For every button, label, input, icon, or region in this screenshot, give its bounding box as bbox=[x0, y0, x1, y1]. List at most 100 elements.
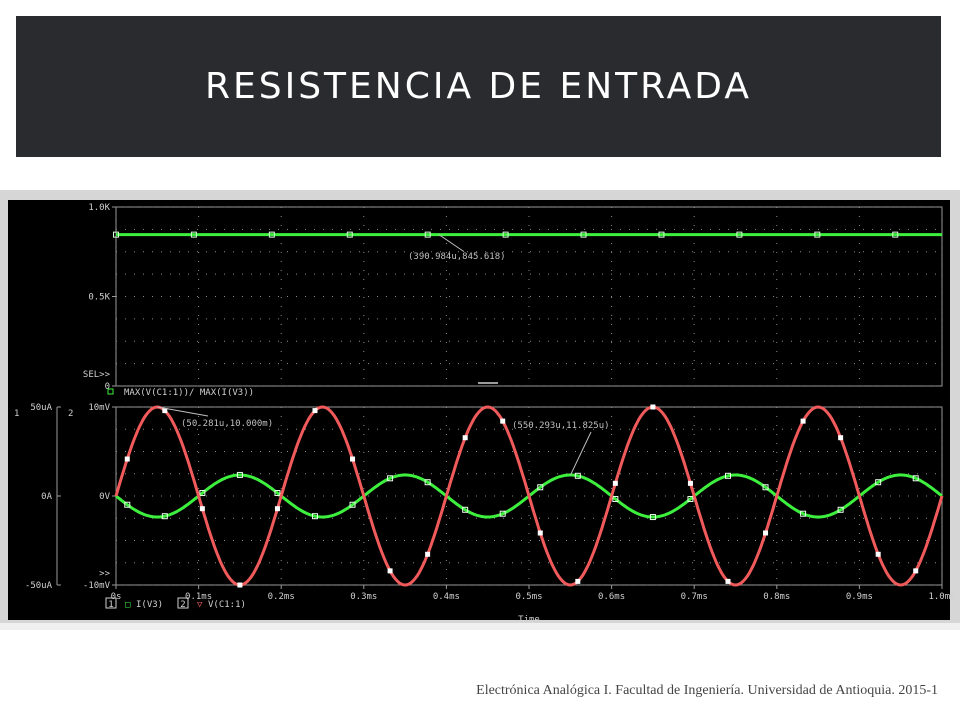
series-marker-current bbox=[687, 495, 694, 502]
x-tick-label: 0.7ms bbox=[681, 592, 708, 602]
series-marker-current bbox=[124, 501, 131, 508]
series-marker-current bbox=[424, 479, 431, 486]
series-marker-voltage bbox=[687, 480, 693, 486]
series-marker-current bbox=[199, 490, 206, 497]
series-marker-voltage bbox=[199, 506, 205, 512]
y1-tick-label: -50uA bbox=[25, 581, 53, 591]
series-marker-voltage bbox=[913, 568, 919, 574]
y2-tick-label: 10mV bbox=[88, 403, 110, 413]
series-marker-current bbox=[649, 514, 656, 521]
x-tick-label: 0.4ms bbox=[433, 592, 460, 602]
series-marker-current bbox=[724, 472, 731, 479]
window-status-strip bbox=[0, 623, 960, 630]
y1-tick-label: 50uA bbox=[30, 403, 52, 413]
series-marker-current bbox=[574, 472, 581, 479]
series-marker-voltage bbox=[875, 551, 881, 557]
series-marker-current bbox=[311, 513, 318, 520]
series-marker-current bbox=[387, 475, 394, 482]
series-marker-current bbox=[912, 475, 919, 482]
series-marker-voltage bbox=[612, 480, 618, 486]
y1-axis-id: 1 bbox=[14, 409, 19, 419]
x-tick-label: 0.6ms bbox=[598, 592, 625, 602]
series-marker-voltage bbox=[162, 408, 168, 414]
x-tick-label: 0s bbox=[111, 592, 122, 602]
series-marker-voltage bbox=[124, 456, 130, 462]
legend-marker-resistance bbox=[107, 388, 114, 395]
x-tick-label: 0.5ms bbox=[515, 592, 542, 602]
slide-footer: Electrónica Analógica I. Facultad de Ing… bbox=[476, 683, 938, 698]
annotation-leader bbox=[157, 406, 209, 417]
series-marker-voltage bbox=[575, 578, 581, 584]
probe-plot-window: 1.0K 0.5K 0 SEL>> (390.984u,845.618) MAX(V(C1… bbox=[0, 190, 960, 630]
y2-tick-label: -10mV bbox=[83, 581, 111, 591]
series-marker-current bbox=[800, 510, 807, 517]
series-marker-current bbox=[875, 479, 882, 486]
series-marker-current bbox=[837, 506, 844, 513]
legend-symbol: ▽ bbox=[197, 600, 203, 610]
series-marker-current bbox=[349, 501, 356, 508]
x-tick-label: 0.3ms bbox=[350, 592, 377, 602]
series-marker-voltage bbox=[800, 418, 806, 424]
series-marker-current bbox=[462, 506, 469, 513]
series-marker-voltage bbox=[725, 578, 731, 584]
series-marker-current bbox=[236, 471, 243, 478]
series-marker-voltage bbox=[312, 408, 318, 414]
series-marker-voltage bbox=[462, 435, 468, 441]
series-marker-voltage bbox=[237, 582, 243, 588]
series-marker-voltage bbox=[763, 530, 769, 536]
top-panel: 1.0K 0.5K 0 SEL>> (390.984u,845.618) MAX(V(C1… bbox=[83, 203, 943, 398]
series-marker-current bbox=[612, 495, 619, 502]
series-marker bbox=[346, 231, 353, 238]
annotation-label-resistance: (390.984u,845.618) bbox=[408, 252, 506, 262]
x-tick-label: 0.8ms bbox=[763, 592, 790, 602]
annotation-leader bbox=[438, 234, 465, 253]
series-marker bbox=[190, 231, 197, 238]
y2-axis-id: 2 bbox=[68, 409, 73, 419]
legend-label: I(V3) bbox=[136, 600, 163, 610]
annotation-label-current-peak: (550.293u,11.825u) bbox=[512, 421, 610, 431]
series-marker-voltage bbox=[387, 568, 393, 574]
series-marker bbox=[502, 231, 509, 238]
probe-plot: 1.0K 0.5K 0 SEL>> (390.984u,845.618) MAX(V(C1… bbox=[0, 200, 960, 630]
x-axis-label: Time bbox=[518, 615, 540, 625]
y-tick-label: 0.5K bbox=[88, 293, 110, 303]
annotation-leader bbox=[570, 431, 592, 476]
legend-label-resistance: MAX(V(C1:1))/ MAX(I(V3)) bbox=[124, 388, 254, 398]
series-marker-voltage bbox=[537, 530, 543, 536]
y1-tick-label: 0A bbox=[41, 492, 52, 502]
series-marker bbox=[658, 231, 665, 238]
series-marker-voltage bbox=[500, 418, 506, 424]
series-marker bbox=[113, 231, 119, 238]
series-marker-current bbox=[762, 484, 769, 491]
series-marker-voltage bbox=[274, 506, 280, 512]
scroll-label: >> bbox=[99, 569, 110, 579]
slide-title-bar: RESISTENCIA DE ENTRADA bbox=[16, 16, 941, 157]
legend-axis-box-label: 1 bbox=[108, 600, 113, 610]
series-marker bbox=[814, 231, 821, 238]
series-marker-current bbox=[537, 484, 544, 491]
legend-axis-box bbox=[105, 597, 117, 609]
y-tick-label: 0 bbox=[105, 382, 110, 392]
series-marker-voltage bbox=[425, 551, 431, 557]
series-marker bbox=[580, 231, 587, 238]
series-marker bbox=[268, 231, 275, 238]
sel-label: SEL>> bbox=[83, 370, 111, 380]
y2-tick-label: 0V bbox=[99, 492, 110, 502]
series-marker-voltage bbox=[350, 456, 356, 462]
x-tick-label: 1.0ms bbox=[928, 592, 955, 602]
legend-label: V(C1:1) bbox=[208, 600, 246, 610]
x-tick-label: 0.9ms bbox=[846, 592, 873, 602]
y-tick-label: 1.0K bbox=[88, 203, 110, 213]
annotation-label-voltage-peak: (50.281u,10.000m) bbox=[181, 419, 273, 429]
series-marker-voltage bbox=[650, 404, 656, 410]
bottom-panel: 50uA 0A -50uA 1 2 10mV 0V -10mV >> 0s 0.1ms 0.2ms 0.… bbox=[14, 403, 956, 625]
series-marker bbox=[892, 231, 899, 238]
slide-title: RESISTENCIA DE ENTRADA bbox=[204, 66, 753, 107]
legend-symbol: □ bbox=[125, 600, 131, 610]
series-marker-voltage bbox=[838, 435, 844, 441]
legend-axis-box-label: 2 bbox=[180, 600, 185, 610]
legend-axis-box bbox=[177, 597, 189, 609]
series-marker-current bbox=[161, 513, 168, 520]
series-marker-current bbox=[499, 510, 506, 517]
x-tick-label: 0.1ms bbox=[185, 592, 212, 602]
